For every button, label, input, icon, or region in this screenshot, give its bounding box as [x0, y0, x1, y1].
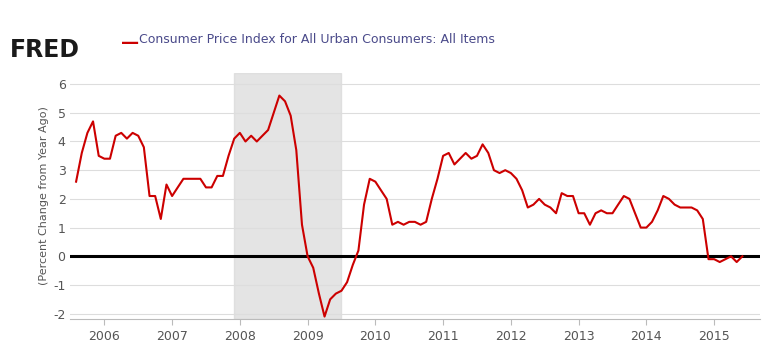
Y-axis label: (Percent Change from Year Ago): (Percent Change from Year Ago): [39, 107, 49, 285]
Bar: [234, 73, 341, 319]
Text: —: —: [121, 34, 139, 53]
Text: Consumer Price Index for All Urban Consumers: All Items: Consumer Price Index for All Urban Consu…: [139, 33, 496, 46]
Text: FRED: FRED: [9, 38, 79, 62]
